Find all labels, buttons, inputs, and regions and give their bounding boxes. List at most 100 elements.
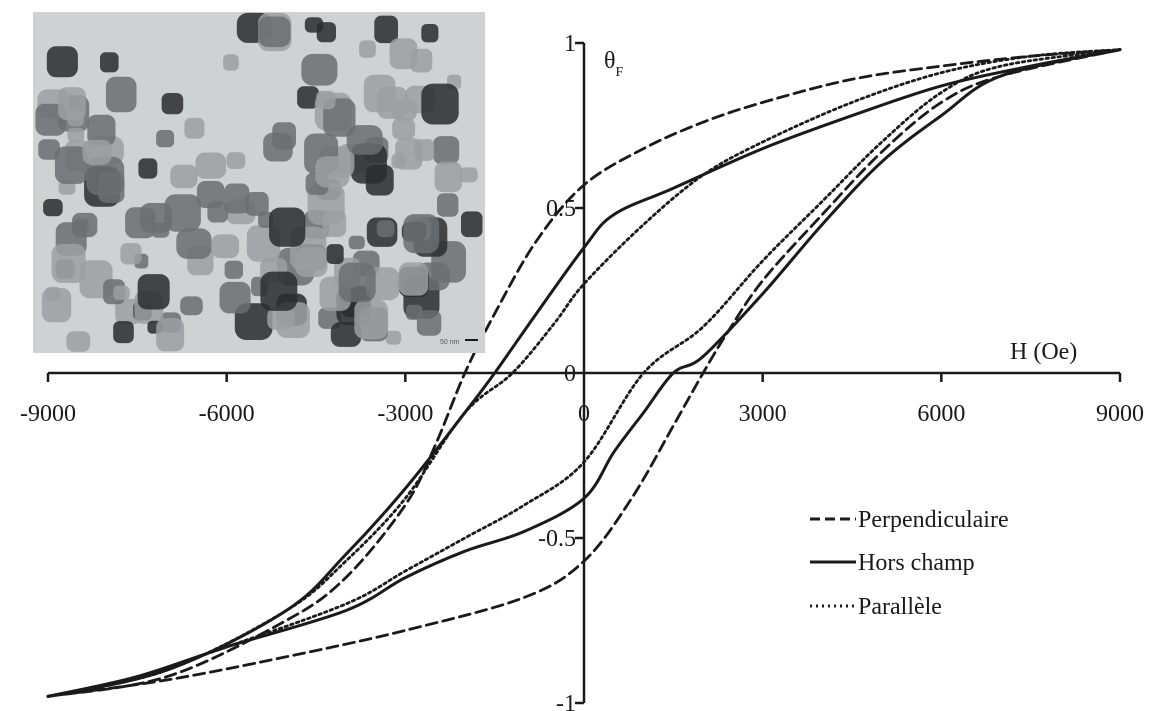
x-tick-label: 3000 — [739, 401, 787, 427]
nanoparticle — [403, 214, 440, 254]
y-axis-label-subscript: F — [616, 65, 624, 80]
nanoparticle — [58, 87, 86, 120]
nanoparticle — [267, 307, 295, 330]
curve-parallele-lower-branch — [46, 48, 1122, 698]
nanoparticle — [219, 281, 251, 314]
nanoparticle — [260, 271, 298, 311]
nanoparticle — [392, 118, 416, 140]
legend-label-perpendiculaire: Perpendiculaire — [858, 507, 1009, 533]
nanoparticle — [176, 228, 212, 259]
nanoparticle — [437, 193, 459, 217]
curve-perpendiculaire-upper-branch — [46, 48, 1122, 698]
nanoparticle — [389, 38, 418, 70]
y-tick-label: 1 — [564, 31, 576, 57]
nanoparticle — [376, 220, 395, 238]
nanoparticle — [82, 139, 112, 165]
nanoparticle — [421, 83, 459, 125]
nanoparticle — [100, 52, 119, 73]
nanoparticle — [43, 199, 63, 217]
nanoparticle — [87, 114, 116, 146]
y-tick-label: -0.5 — [538, 526, 576, 552]
legend-label-parallele: Parallèle — [858, 594, 942, 620]
x-axis-label: H (Oe) — [1010, 339, 1077, 365]
nanoparticle — [223, 54, 239, 71]
y-axis-label-symbol: θ — [604, 48, 616, 74]
nanoparticle — [105, 76, 137, 113]
x-tick-label: -3000 — [377, 401, 433, 427]
nanoparticle — [224, 260, 243, 279]
nanoparticle — [363, 74, 396, 113]
nanoparticle — [38, 139, 60, 160]
nanoparticle — [297, 86, 320, 109]
nanoparticle — [258, 16, 291, 48]
nanoparticle — [391, 99, 417, 121]
nanoparticle — [125, 207, 156, 239]
nanoparticle — [399, 262, 429, 296]
nanoparticle — [184, 117, 205, 139]
nanoparticle — [330, 322, 362, 347]
nanoparticle — [315, 156, 350, 188]
legend-label-hors-champ: Hors champ — [858, 550, 975, 576]
x-ticks: -9000 -6000 -3000 0 3000 6000 9000 — [20, 373, 1144, 427]
nanoparticle — [459, 167, 478, 183]
nanoparticle — [67, 127, 85, 142]
nanoparticle — [433, 136, 460, 165]
nanoparticle — [416, 310, 442, 336]
nanoparticle — [346, 125, 383, 155]
nanoparticle — [354, 299, 389, 340]
nanoparticle — [58, 180, 76, 195]
x-tick-label: 6000 — [917, 401, 965, 427]
scale-bar-text: 50 nm — [440, 339, 460, 346]
nanoparticle — [461, 211, 483, 238]
nanoparticle — [338, 262, 376, 303]
nanoparticle — [395, 138, 423, 170]
nanoparticle — [196, 181, 225, 209]
nanoparticle — [434, 161, 462, 193]
nanoparticles — [35, 12, 483, 352]
nanoparticle — [137, 274, 170, 310]
y-axis-label: θF — [604, 48, 624, 80]
nanoparticle — [138, 158, 158, 179]
nanoparticle — [51, 243, 86, 283]
nanoparticle — [164, 194, 201, 232]
nanoparticle — [211, 234, 240, 259]
nanoparticle — [180, 296, 203, 316]
nanoparticle — [156, 130, 175, 148]
nanoparticle — [374, 15, 398, 44]
nanoparticle — [98, 171, 125, 203]
nanoparticle — [322, 210, 347, 237]
tem-micrograph-inset: 50 nm — [33, 12, 485, 353]
nanoparticle — [269, 207, 306, 247]
nanoparticle — [156, 318, 185, 352]
nanoparticle — [326, 244, 344, 264]
nanoparticle — [66, 331, 91, 352]
y-tick-label: 0 — [564, 361, 576, 387]
nanoparticle — [45, 286, 61, 301]
y-ticks: 1 0.5 0 -0.5 -1 — [538, 31, 584, 711]
nanoparticle — [113, 321, 134, 344]
nanoparticle — [46, 46, 78, 78]
nanoparticle — [226, 152, 246, 169]
curve-parallele-upper-branch — [46, 48, 1122, 698]
legend: Perpendiculaire Hors champ Parallèle — [810, 507, 1009, 620]
nanoparticle — [170, 164, 198, 189]
nanoparticle — [195, 152, 227, 179]
x-tick-label: 9000 — [1096, 401, 1144, 427]
x-tick-label: -9000 — [20, 401, 76, 427]
y-tick-label: 0.5 — [546, 196, 576, 222]
x-tick-label: 0 — [578, 401, 590, 427]
nanoparticle — [113, 285, 130, 300]
nanoparticle — [54, 146, 89, 184]
curve-hors-champ-lower-branch — [46, 48, 1122, 698]
y-tick-label: -1 — [556, 691, 576, 711]
nanoparticle — [207, 201, 229, 223]
nanoparticle — [365, 164, 394, 196]
nanoparticle — [244, 192, 269, 216]
nanoparticle — [316, 22, 336, 43]
x-tick-label: -6000 — [199, 401, 255, 427]
curves-layer — [46, 48, 1122, 698]
nanoparticle — [316, 90, 336, 110]
nanoparticle — [263, 132, 293, 162]
nanoparticle — [161, 93, 184, 115]
